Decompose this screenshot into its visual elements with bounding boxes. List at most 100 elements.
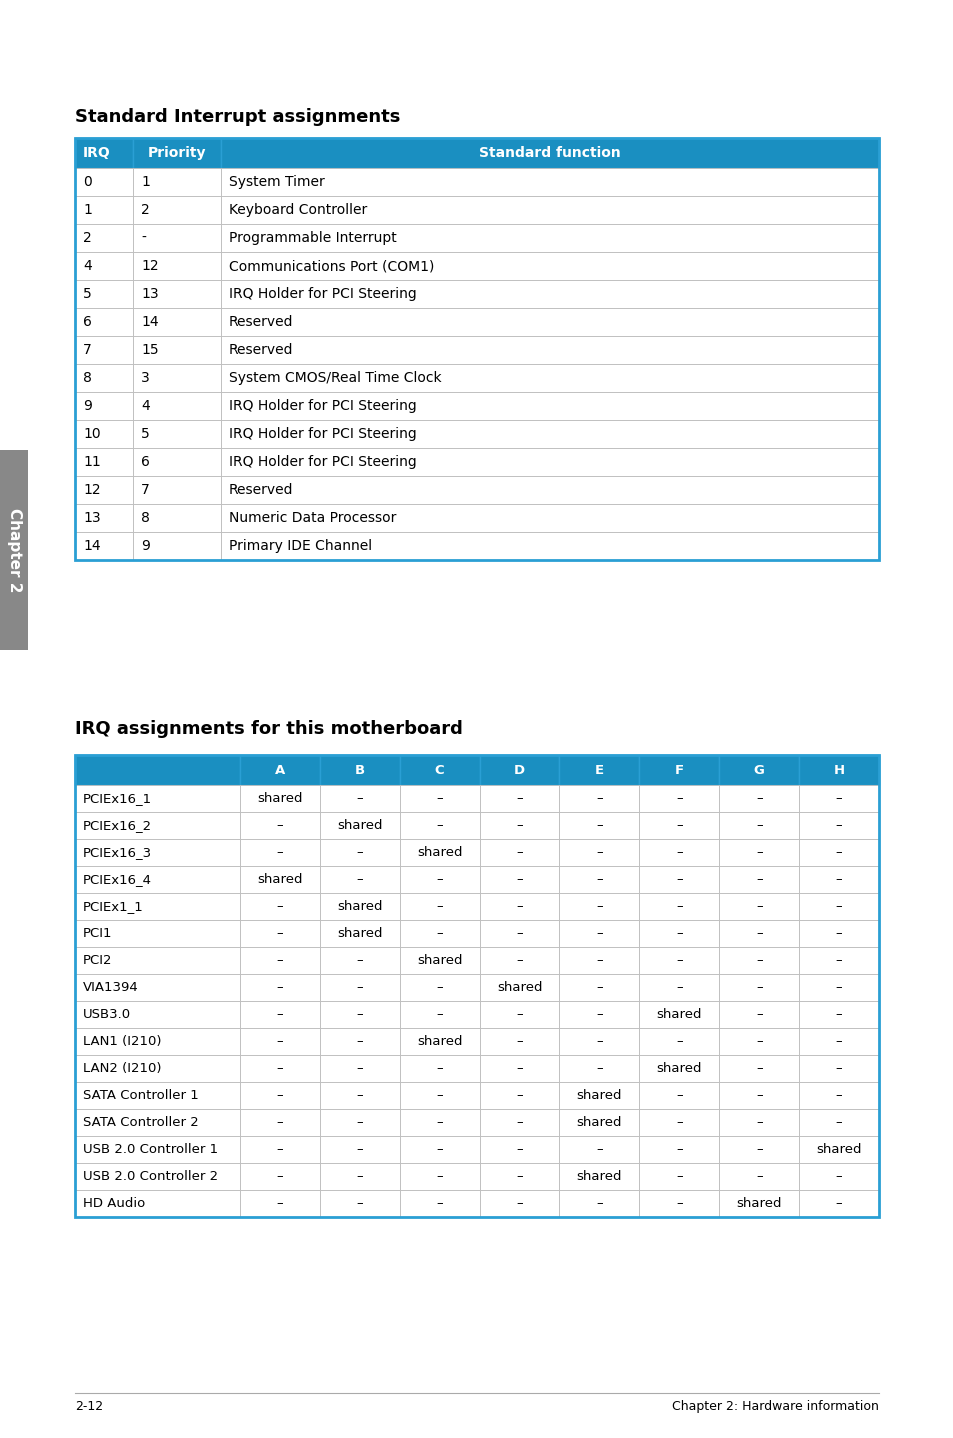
Text: –: – — [676, 1089, 682, 1102]
Text: PCI2: PCI2 — [83, 953, 112, 966]
Text: 8: 8 — [83, 371, 91, 385]
Bar — [639, 812, 719, 838]
Bar — [399, 838, 479, 866]
Text: shared: shared — [336, 820, 382, 833]
Bar — [132, 449, 221, 476]
Bar — [75, 1001, 240, 1028]
Bar — [240, 920, 319, 948]
Text: IRQ assignments for this motherboard: IRQ assignments for this motherboard — [75, 720, 462, 738]
Text: –: – — [596, 820, 602, 833]
Text: –: – — [276, 1143, 283, 1156]
Text: –: – — [676, 873, 682, 886]
Bar — [240, 1028, 319, 1055]
Bar — [75, 755, 240, 785]
Text: A: A — [274, 764, 285, 777]
Text: 6: 6 — [141, 454, 150, 469]
Bar — [719, 974, 799, 1001]
Bar — [799, 1163, 878, 1191]
Bar — [479, 920, 558, 948]
Bar — [799, 866, 878, 893]
Text: –: – — [596, 792, 602, 805]
Bar — [399, 893, 479, 920]
Text: PCIEx1_1: PCIEx1_1 — [83, 900, 144, 913]
Text: IRQ Holder for PCI Steering: IRQ Holder for PCI Steering — [229, 288, 416, 301]
Text: shared: shared — [257, 873, 302, 886]
Bar — [240, 866, 319, 893]
Text: –: – — [516, 928, 522, 940]
Bar — [221, 336, 878, 364]
Text: –: – — [676, 1171, 682, 1183]
Text: LAN2 (I210): LAN2 (I210) — [83, 1063, 161, 1076]
Text: shared: shared — [816, 1143, 861, 1156]
Text: –: – — [755, 900, 761, 913]
Bar — [75, 364, 132, 393]
Text: shared: shared — [336, 928, 382, 940]
Bar — [75, 138, 132, 168]
Text: –: – — [276, 981, 283, 994]
Bar — [319, 1081, 399, 1109]
Text: 9: 9 — [83, 398, 91, 413]
Bar — [719, 948, 799, 974]
Bar — [719, 1028, 799, 1055]
Bar — [479, 1001, 558, 1028]
Text: D: D — [514, 764, 524, 777]
Text: –: – — [755, 820, 761, 833]
Bar — [221, 308, 878, 336]
Bar — [558, 1163, 639, 1191]
Text: Reserved: Reserved — [229, 483, 294, 498]
Text: USB 2.0 Controller 2: USB 2.0 Controller 2 — [83, 1171, 218, 1183]
Bar — [399, 1136, 479, 1163]
Text: –: – — [676, 981, 682, 994]
Text: –: – — [835, 981, 841, 994]
Text: –: – — [755, 928, 761, 940]
Text: 14: 14 — [141, 315, 158, 329]
Bar — [319, 893, 399, 920]
Text: 15: 15 — [141, 344, 158, 357]
Text: –: – — [356, 1008, 363, 1021]
Bar — [75, 138, 878, 559]
Text: Standard Interrupt assignments: Standard Interrupt assignments — [75, 108, 400, 127]
Bar — [799, 948, 878, 974]
Text: shared: shared — [576, 1116, 621, 1129]
Text: 12: 12 — [83, 483, 100, 498]
Text: –: – — [755, 1171, 761, 1183]
Text: –: – — [356, 792, 363, 805]
Bar — [639, 785, 719, 812]
Bar — [240, 838, 319, 866]
Text: –: – — [276, 1196, 283, 1209]
Bar — [221, 503, 878, 532]
Bar — [479, 755, 558, 785]
Text: USB3.0: USB3.0 — [83, 1008, 131, 1021]
Bar — [399, 866, 479, 893]
Bar — [399, 1109, 479, 1136]
Bar — [719, 893, 799, 920]
Text: PCIEx16_2: PCIEx16_2 — [83, 820, 152, 833]
Text: –: – — [516, 1171, 522, 1183]
Bar — [221, 280, 878, 308]
Text: Primary IDE Channel: Primary IDE Channel — [229, 539, 372, 554]
Bar — [75, 1163, 240, 1191]
Bar — [639, 1163, 719, 1191]
Bar — [399, 755, 479, 785]
Bar — [799, 920, 878, 948]
Text: shared: shared — [736, 1196, 781, 1209]
Text: –: – — [436, 981, 442, 994]
Text: –: – — [436, 900, 442, 913]
Text: –: – — [835, 1063, 841, 1076]
Bar — [799, 1081, 878, 1109]
Text: –: – — [835, 1035, 841, 1048]
Bar — [639, 974, 719, 1001]
Bar — [799, 974, 878, 1001]
Text: –: – — [356, 953, 363, 966]
Bar — [221, 138, 878, 168]
Text: –: – — [676, 820, 682, 833]
Text: –: – — [356, 1196, 363, 1209]
Text: USB 2.0 Controller 1: USB 2.0 Controller 1 — [83, 1143, 218, 1156]
Text: –: – — [596, 1143, 602, 1156]
Text: Programmable Interrupt: Programmable Interrupt — [229, 232, 396, 244]
Bar — [319, 948, 399, 974]
Text: shared: shared — [656, 1063, 701, 1076]
Bar — [558, 920, 639, 948]
Bar — [319, 1109, 399, 1136]
Text: PCIEx16_3: PCIEx16_3 — [83, 846, 152, 858]
